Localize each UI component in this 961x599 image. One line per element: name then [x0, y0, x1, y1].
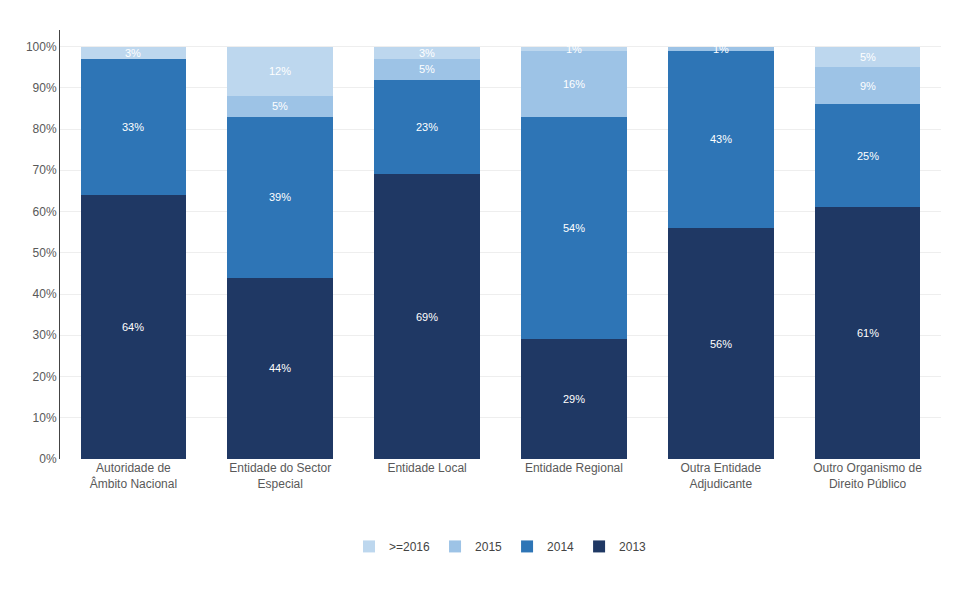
svg-text:39%: 39%: [269, 191, 291, 203]
svg-text:90%: 90%: [33, 81, 57, 95]
svg-text:16%: 16%: [563, 78, 585, 90]
svg-text:5%: 5%: [272, 100, 288, 112]
svg-text:2015: 2015: [475, 540, 502, 554]
svg-text:>=2016: >=2016: [389, 540, 430, 554]
svg-text:3%: 3%: [419, 47, 435, 59]
svg-text:100%: 100%: [26, 40, 57, 54]
svg-text:25%: 25%: [857, 150, 879, 162]
svg-text:0%: 0%: [39, 452, 57, 466]
svg-text:60%: 60%: [33, 205, 57, 219]
svg-text:50%: 50%: [33, 246, 57, 260]
svg-text:30%: 30%: [33, 328, 57, 342]
svg-text:33%: 33%: [122, 121, 144, 133]
svg-text:29%: 29%: [563, 393, 585, 405]
svg-text:Outra EntidadeAdjudicante: Outra EntidadeAdjudicante: [680, 461, 761, 491]
svg-text:Entidade Regional: Entidade Regional: [525, 461, 623, 475]
svg-text:1%: 1%: [566, 43, 582, 55]
svg-text:56%: 56%: [710, 338, 732, 350]
svg-text:54%: 54%: [563, 222, 585, 234]
svg-text:3%: 3%: [125, 47, 141, 59]
svg-text:5%: 5%: [860, 51, 876, 63]
svg-text:5%: 5%: [419, 63, 435, 75]
svg-text:23%: 23%: [416, 121, 438, 133]
svg-text:12%: 12%: [269, 65, 291, 77]
svg-text:64%: 64%: [122, 321, 144, 333]
svg-text:43%: 43%: [710, 133, 732, 145]
svg-text:Entidade do SectorEspecial: Entidade do SectorEspecial: [229, 461, 331, 491]
svg-text:69%: 69%: [416, 311, 438, 323]
svg-text:10%: 10%: [33, 411, 57, 425]
svg-text:2013: 2013: [619, 540, 646, 554]
svg-text:2014: 2014: [547, 540, 574, 554]
svg-text:9%: 9%: [860, 80, 876, 92]
svg-text:40%: 40%: [33, 287, 57, 301]
svg-text:80%: 80%: [33, 122, 57, 136]
svg-text:44%: 44%: [269, 362, 291, 374]
svg-text:70%: 70%: [33, 163, 57, 177]
svg-text:61%: 61%: [857, 327, 879, 339]
svg-text:Autoridade deÂmbito Nacional: Autoridade deÂmbito Nacional: [90, 461, 177, 491]
svg-text:Outro Organismo deDireito Públ: Outro Organismo deDireito Público: [813, 461, 922, 491]
svg-text:1%: 1%: [713, 43, 729, 55]
svg-text:Entidade Local: Entidade Local: [387, 461, 466, 475]
svg-text:20%: 20%: [33, 370, 57, 384]
